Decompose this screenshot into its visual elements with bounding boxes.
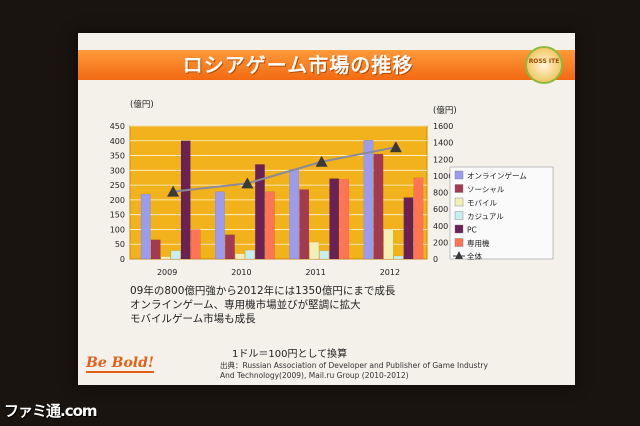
left-tick-label-5: 250 bbox=[110, 181, 125, 190]
bar-0-2 bbox=[289, 169, 300, 260]
note-line-2: オンラインゲーム、専用機市場並びが堅調に拡大 bbox=[130, 299, 361, 311]
right-axis-label: (億円) bbox=[433, 105, 457, 116]
total-marker-0 bbox=[167, 185, 180, 197]
bar-2-2 bbox=[309, 241, 320, 260]
left-tick-label-9: 450 bbox=[110, 122, 125, 131]
presentation-slide: ロシアゲーム市場の推移 ROSS ITE 0 50 100 150 200 250 300 3… bbox=[78, 33, 575, 385]
bar-0-1 bbox=[215, 191, 225, 260]
right-tick-label-8: 1600 bbox=[433, 122, 453, 131]
source-line-2: And Technology(2009), Mail.ru Group (201… bbox=[220, 371, 409, 380]
legend-swatch-4 bbox=[454, 224, 464, 234]
left-tick-label-8: 400 bbox=[110, 137, 125, 146]
bar-2-3 bbox=[383, 229, 394, 260]
source-line-1: 出典：Russian Association of Developer and … bbox=[220, 361, 488, 370]
category-label-0: 2009 bbox=[157, 268, 177, 277]
total-marker-3 bbox=[389, 141, 402, 153]
be-bold-logo: Be Bold! bbox=[86, 355, 155, 373]
left-tick-label-0: 0 bbox=[120, 255, 125, 264]
legend-label-0: オンラインゲーム bbox=[467, 172, 527, 181]
legend-swatch-2 bbox=[454, 197, 464, 207]
left-tick-label-3: 150 bbox=[110, 211, 125, 220]
bar-1-0 bbox=[150, 239, 161, 260]
bar-3-3 bbox=[393, 255, 404, 260]
legend-label-5: 専用機 bbox=[467, 238, 490, 248]
bar-5-0 bbox=[190, 229, 201, 260]
total-marker-1 bbox=[241, 177, 254, 189]
legend-label-1: ソーシャル bbox=[467, 185, 505, 194]
legend-label-total: 全体 bbox=[467, 251, 482, 261]
event-logo-icon: ROSS ITE bbox=[525, 46, 563, 84]
bar-1-3 bbox=[373, 153, 384, 260]
bar-4-3 bbox=[403, 197, 414, 260]
bar-5-2 bbox=[339, 178, 350, 260]
legend-label-4: PC bbox=[467, 226, 477, 235]
left-tick-label-4: 200 bbox=[110, 196, 125, 205]
bar-3-2 bbox=[319, 250, 330, 260]
logo-text: ROSS ITE bbox=[528, 58, 560, 65]
category-label-3: 2012 bbox=[380, 268, 400, 277]
category-label-1: 2010 bbox=[231, 268, 251, 277]
bar-0-0 bbox=[140, 193, 151, 260]
left-tick-label-2: 100 bbox=[110, 225, 125, 234]
bar-3-0 bbox=[170, 250, 181, 260]
legend-swatch-1 bbox=[454, 184, 464, 193]
site-watermark: ファミ通.com bbox=[4, 402, 98, 420]
right-tick-label-0: 0 bbox=[433, 255, 438, 264]
bar-4-1 bbox=[255, 164, 265, 260]
total-line bbox=[173, 146, 397, 193]
market-chart: 0 50 100 150 200 250 300 350 400 450 0 200 400 600 800… bbox=[110, 99, 554, 277]
legend-label-2: モバイル bbox=[467, 199, 497, 208]
left-tick-label-1: 50 bbox=[115, 240, 125, 249]
legend-box bbox=[449, 166, 554, 260]
bar-4-0 bbox=[180, 140, 191, 260]
bar-1-2 bbox=[299, 189, 310, 260]
category-label-2: 2011 bbox=[305, 268, 325, 277]
left-tick-label-7: 350 bbox=[110, 152, 125, 161]
bar-4-2 bbox=[329, 178, 340, 260]
bar-1-1 bbox=[225, 234, 235, 260]
bar-0-3 bbox=[363, 139, 374, 260]
legend-swatch-0 bbox=[454, 170, 464, 180]
right-tick-label-6: 1200 bbox=[433, 155, 453, 164]
bar-5-3 bbox=[413, 177, 424, 260]
exchange-rate-note: 1ドル＝100円として換算 bbox=[232, 349, 348, 360]
right-tick-label-3: 600 bbox=[433, 205, 448, 214]
slide-title: ロシアゲーム市場の推移 bbox=[182, 53, 414, 77]
right-tick-label-1: 200 bbox=[433, 238, 448, 247]
bar-2-1 bbox=[235, 253, 245, 260]
right-tick-label-7: 1400 bbox=[433, 139, 453, 148]
bar-2-0 bbox=[160, 256, 171, 260]
title-bar: ロシアゲーム市場の推移 bbox=[78, 50, 575, 80]
note-line-1: 09年の800億円強から2012年には1350億円にまで成長 bbox=[130, 285, 396, 297]
left-tick-label-6: 300 bbox=[110, 166, 125, 175]
right-tick-label-5: 1000 bbox=[433, 172, 453, 181]
total-marker-2 bbox=[315, 155, 328, 167]
legend-label-3: カジュアル bbox=[467, 212, 504, 221]
legend-total-marker bbox=[455, 251, 463, 259]
bar-5-1 bbox=[265, 191, 275, 260]
legend-swatch-3 bbox=[454, 211, 464, 220]
legend-swatch-5 bbox=[454, 238, 464, 247]
right-tick-label-4: 800 bbox=[433, 189, 448, 198]
right-tick-label-2: 400 bbox=[433, 222, 448, 231]
bar-3-1 bbox=[245, 249, 255, 260]
left-axis-label: (億円) bbox=[130, 99, 154, 110]
note-line-3: モバイルゲーム市場も成長 bbox=[130, 313, 256, 325]
